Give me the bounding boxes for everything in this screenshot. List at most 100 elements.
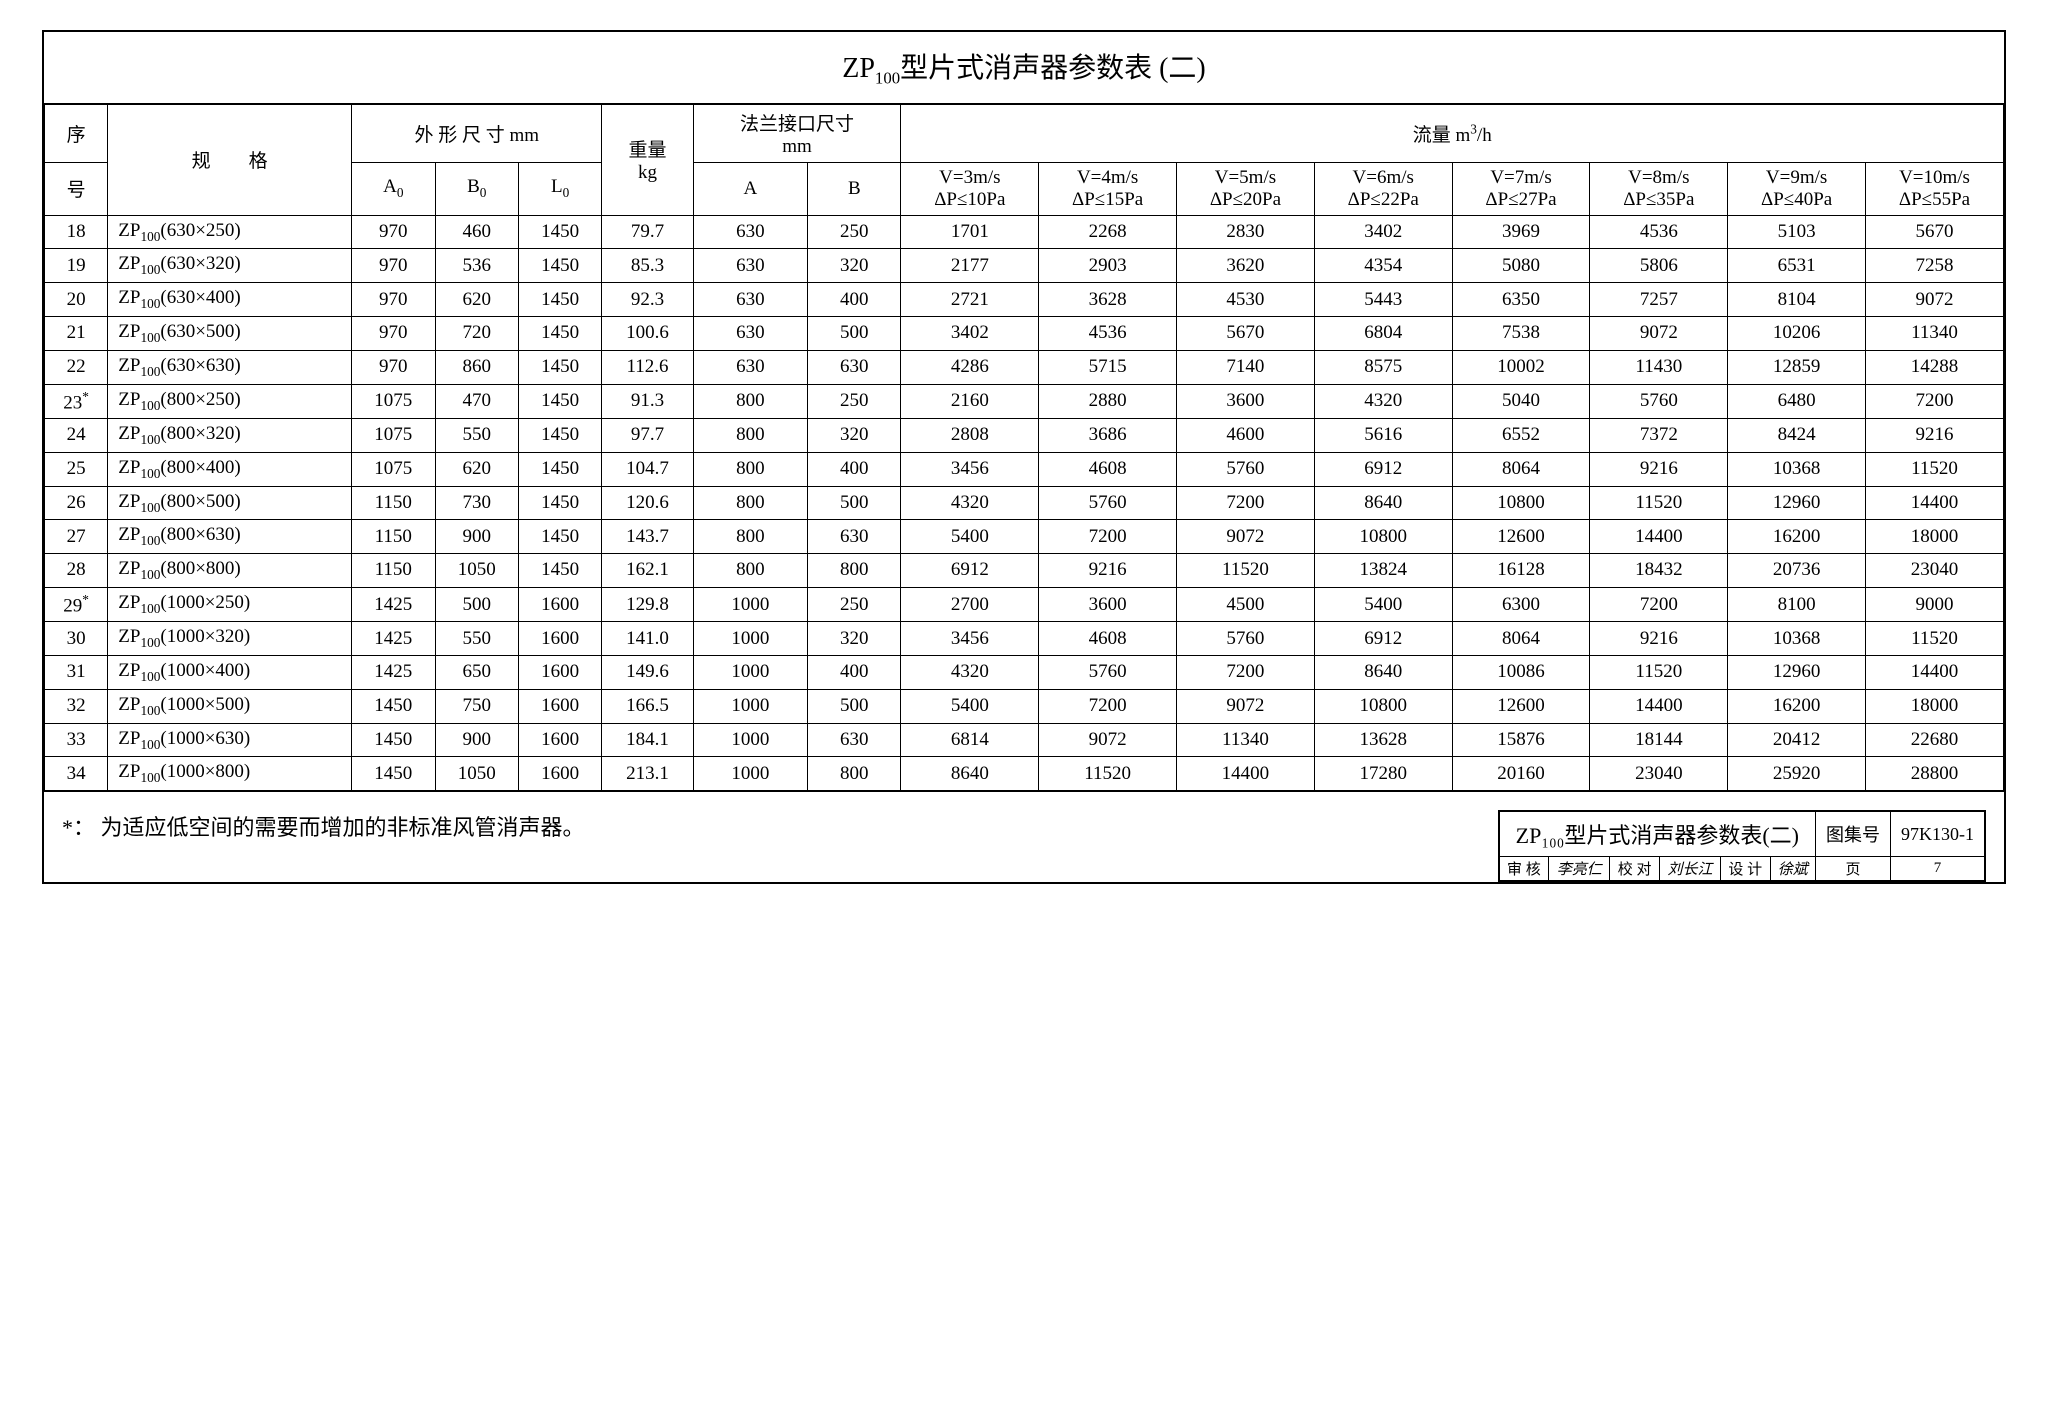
flange-label: 法兰接口尺寸 bbox=[740, 114, 854, 135]
cell-flow: 6531 bbox=[1728, 249, 1866, 283]
cell-value: 250 bbox=[808, 587, 901, 621]
cell-value: 630 bbox=[693, 215, 808, 249]
cell-flow: 8575 bbox=[1314, 350, 1452, 384]
cell-value: 620 bbox=[435, 283, 518, 317]
cell-flow: 9216 bbox=[1590, 452, 1728, 486]
cell-value: 100.6 bbox=[602, 316, 693, 350]
cell-value: 1000 bbox=[693, 689, 808, 723]
cell-seq: 23* bbox=[45, 384, 108, 418]
cell-value: 149.6 bbox=[602, 656, 693, 690]
cell-flow: 11430 bbox=[1590, 350, 1728, 384]
cell-flow: 2808 bbox=[901, 418, 1039, 452]
cell-value: 550 bbox=[435, 622, 518, 656]
cell-value: 166.5 bbox=[602, 689, 693, 723]
col-v9: V=9m/sΔP≤40Pa bbox=[1728, 162, 1866, 215]
cell-value: 1600 bbox=[518, 656, 601, 690]
cell-flow: 4536 bbox=[1039, 316, 1177, 350]
cell-flow: 5760 bbox=[1177, 452, 1315, 486]
title-sub: 100 bbox=[875, 69, 900, 88]
cell-flow: 7200 bbox=[1039, 520, 1177, 554]
cell-value: 162.1 bbox=[602, 554, 693, 588]
cell-flow: 2903 bbox=[1039, 249, 1177, 283]
cell-flow: 6480 bbox=[1728, 384, 1866, 418]
cell-flow: 7200 bbox=[1039, 689, 1177, 723]
cell-flow: 20412 bbox=[1728, 723, 1866, 757]
cell-spec: ZP100(800×500) bbox=[108, 486, 352, 520]
cell-flow: 1701 bbox=[901, 215, 1039, 249]
cell-value: 1600 bbox=[518, 689, 601, 723]
cell-flow: 3600 bbox=[1177, 384, 1315, 418]
cell-flow: 17280 bbox=[1314, 757, 1452, 791]
cell-value: 250 bbox=[808, 215, 901, 249]
cell-value: 91.3 bbox=[602, 384, 693, 418]
table-row: 18ZP100(630×250)970460145079.76302501701… bbox=[45, 215, 2004, 249]
cell-flow: 16200 bbox=[1728, 520, 1866, 554]
title-prefix: ZP bbox=[842, 53, 875, 84]
cell-flow: 12600 bbox=[1452, 520, 1590, 554]
cell-value: 85.3 bbox=[602, 249, 693, 283]
cell-flow: 6804 bbox=[1314, 316, 1452, 350]
table-row: 30ZP100(1000×320)14255501600141.01000320… bbox=[45, 622, 2004, 656]
cell-flow: 5760 bbox=[1177, 622, 1315, 656]
flange-unit: mm bbox=[782, 136, 812, 157]
cell-flow: 14400 bbox=[1590, 689, 1728, 723]
cell-flow: 11520 bbox=[1177, 554, 1315, 588]
cell-flow: 7372 bbox=[1590, 418, 1728, 452]
cell-spec: ZP100(1000×500) bbox=[108, 689, 352, 723]
cell-flow: 7258 bbox=[1866, 249, 2004, 283]
cell-value: 550 bbox=[435, 418, 518, 452]
cell-value: 1450 bbox=[352, 689, 435, 723]
cell-value: 860 bbox=[435, 350, 518, 384]
cell-value: 1075 bbox=[352, 452, 435, 486]
info-box: ZP₁₀₀型片式消声器参数表(二) 图集号 97K130-1 审 核 李亮仁 校… bbox=[1498, 810, 1986, 882]
cell-flow: 9000 bbox=[1866, 587, 2004, 621]
cell-value: 184.1 bbox=[602, 723, 693, 757]
col-weight: 重量 kg bbox=[602, 104, 693, 215]
check-label: 校 对 bbox=[1610, 857, 1659, 882]
cell-flow: 5400 bbox=[901, 520, 1039, 554]
cell-seq: 24 bbox=[45, 418, 108, 452]
audit-label: 审 核 bbox=[1499, 857, 1549, 882]
cell-flow: 5760 bbox=[1590, 384, 1728, 418]
cell-value: 1450 bbox=[518, 316, 601, 350]
cell-flow: 9072 bbox=[1039, 723, 1177, 757]
cell-value: 79.7 bbox=[602, 215, 693, 249]
cell-value: 630 bbox=[693, 283, 808, 317]
cell-value: 1150 bbox=[352, 486, 435, 520]
album-value: 97K130-1 bbox=[1891, 811, 1986, 857]
cell-value: 1450 bbox=[518, 350, 601, 384]
cell-value: 141.0 bbox=[602, 622, 693, 656]
cell-value: 630 bbox=[693, 316, 808, 350]
cell-flow: 7200 bbox=[1177, 656, 1315, 690]
flow-unit: /h bbox=[1477, 125, 1492, 146]
cell-flow: 6300 bbox=[1452, 587, 1590, 621]
col-v4: V=4m/sΔP≤15Pa bbox=[1039, 162, 1177, 215]
cell-spec: ZP100(800×320) bbox=[108, 418, 352, 452]
table-row: 33ZP100(1000×630)14509001600184.11000630… bbox=[45, 723, 2004, 757]
table-row: 19ZP100(630×320)970536145085.36303202177… bbox=[45, 249, 2004, 283]
page-title: ZP100型片式消声器参数表 (二) bbox=[44, 32, 2004, 104]
cell-flow: 10206 bbox=[1728, 316, 1866, 350]
cell-flow: 4286 bbox=[901, 350, 1039, 384]
design-value: 徐斌 bbox=[1770, 857, 1816, 882]
table-row: 29*ZP100(1000×250)14255001600129.8100025… bbox=[45, 587, 2004, 621]
table-row: 28ZP100(800×800)115010501450162.18008006… bbox=[45, 554, 2004, 588]
cell-value: 1450 bbox=[518, 452, 601, 486]
cell-seq: 18 bbox=[45, 215, 108, 249]
cell-value: 97.7 bbox=[602, 418, 693, 452]
cell-seq: 32 bbox=[45, 689, 108, 723]
cell-flow: 7140 bbox=[1177, 350, 1315, 384]
cell-spec: ZP100(630×320) bbox=[108, 249, 352, 283]
cell-seq: 34 bbox=[45, 757, 108, 791]
cell-flow: 5760 bbox=[1039, 486, 1177, 520]
cell-flow: 5080 bbox=[1452, 249, 1590, 283]
cell-flow: 2830 bbox=[1177, 215, 1315, 249]
cell-spec: ZP100(630×630) bbox=[108, 350, 352, 384]
col-v3: V=3m/sΔP≤10Pa bbox=[901, 162, 1039, 215]
cell-seq: 21 bbox=[45, 316, 108, 350]
cell-value: 1150 bbox=[352, 520, 435, 554]
cell-flow: 8064 bbox=[1452, 452, 1590, 486]
table-row: 25ZP100(800×400)10756201450104.780040034… bbox=[45, 452, 2004, 486]
cell-value: 630 bbox=[808, 350, 901, 384]
col-a0: A0 bbox=[352, 162, 435, 215]
